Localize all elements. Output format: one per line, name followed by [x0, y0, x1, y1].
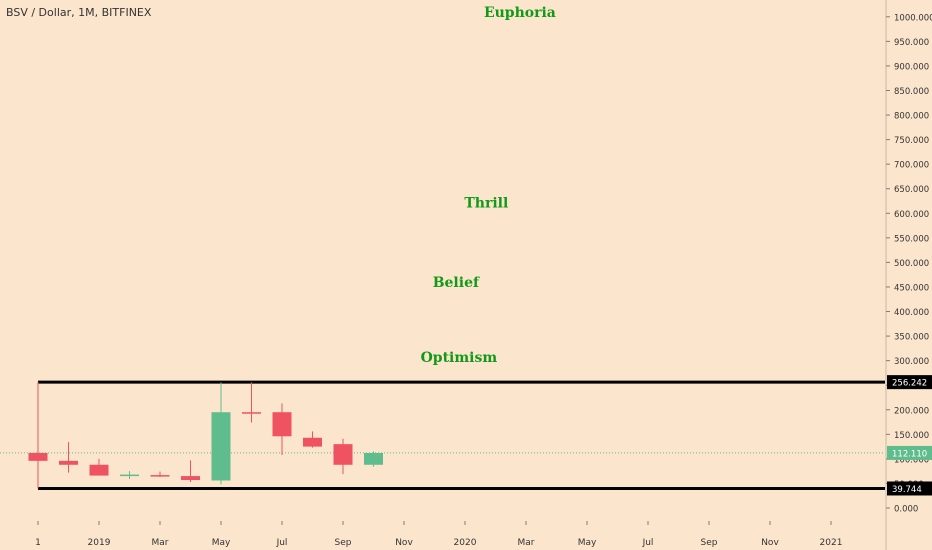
y-tick-label: 800.000: [894, 112, 929, 122]
y-tick-label: 200.000: [894, 406, 929, 416]
x-tick-label: Nov: [761, 538, 779, 548]
y-tick-label: 650.000: [894, 185, 929, 195]
x-tick-label: Sep: [701, 538, 718, 548]
y-tick-label: 850.000: [894, 87, 929, 97]
phase-annotation: Belief: [433, 275, 480, 291]
level-label-bg: [887, 481, 932, 496]
x-tick-label: Jul: [276, 538, 288, 548]
x-tick-label: 2019: [88, 538, 111, 548]
y-tick-label: 100.000: [894, 455, 929, 465]
y-tick-label: 350.000: [894, 333, 929, 343]
y-tick-label: 550.000: [894, 234, 929, 244]
phase-annotation: Euphoria: [484, 5, 556, 21]
y-tick-label: 300.000: [894, 357, 929, 367]
y-tick-label: 500.000: [894, 259, 929, 269]
x-tick-label: Nov: [395, 538, 413, 548]
y-tick-label: 400.000: [894, 308, 929, 318]
y-tick-label: 600.000: [894, 210, 929, 220]
x-tick-label: Mar: [518, 538, 535, 548]
y-tick-label: 900.000: [894, 62, 929, 72]
phase-annotation: Thrill: [464, 195, 508, 211]
candle-up: [120, 474, 139, 477]
x-tick-label: Mar: [152, 538, 169, 548]
y-tick-label: 150.000: [894, 431, 929, 441]
candle-up: [211, 412, 231, 481]
candle-down: [28, 452, 48, 461]
y-tick-label: 1000.000: [894, 13, 932, 23]
x-tick-label: Sep: [335, 538, 352, 548]
phase-annotation: Optimism: [421, 350, 498, 366]
level-label: 39.744: [892, 485, 922, 495]
candle-down: [181, 476, 200, 481]
y-tick-label: 950.000: [894, 38, 929, 48]
last-price-label: 112.110: [892, 449, 927, 459]
x-tick-label: May: [578, 538, 597, 548]
candle-up: [364, 452, 383, 465]
candle-down: [242, 412, 261, 414]
y-tick-label: 0.000: [894, 505, 918, 515]
level-label: 256.242: [892, 379, 927, 389]
x-tick-label: Jul: [642, 538, 654, 548]
candle-down: [333, 444, 353, 465]
candle-down: [272, 412, 292, 437]
x-tick-label: 1: [35, 538, 41, 548]
candle-down: [150, 475, 170, 477]
last-price-label-bg: [887, 445, 932, 460]
y-tick-label: 750.000: [894, 136, 929, 146]
y-tick-label: 450.000: [894, 283, 929, 293]
x-tick-label: May: [212, 538, 231, 548]
candle-down: [59, 460, 78, 465]
x-tick-label: 2020: [454, 538, 477, 548]
y-tick-label: 700.000: [894, 161, 929, 171]
x-tick-label: 2021: [820, 538, 843, 548]
candle-down: [89, 464, 109, 476]
symbol-title: BSV / Dollar, 1M, BITFINEX: [6, 6, 152, 19]
candle-down: [303, 437, 322, 447]
level-label-bg: [887, 375, 932, 390]
